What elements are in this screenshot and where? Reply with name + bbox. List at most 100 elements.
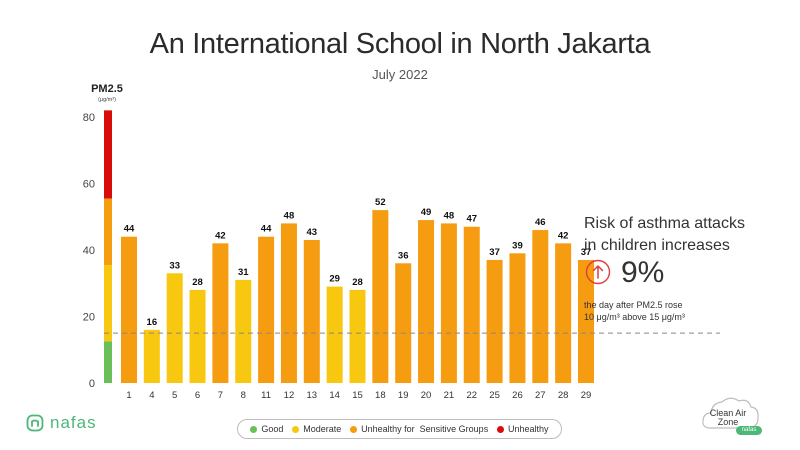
- bar: [418, 220, 435, 383]
- x-tick-label: 15: [352, 390, 363, 401]
- legend-item-good: Good: [250, 424, 283, 434]
- nafas-logo: nafas: [26, 413, 97, 433]
- legend-item-moderate: Moderate: [292, 424, 341, 434]
- x-tick-label: 12: [284, 390, 295, 401]
- y-tick-label: 20: [83, 312, 95, 324]
- bar-value-label: 48: [284, 210, 295, 221]
- y-axis-label: PM2.5: [91, 83, 123, 95]
- bar: [121, 236, 137, 383]
- x-tick-label: 21: [444, 390, 455, 401]
- cloud-icon: [702, 397, 759, 429]
- x-tick-label: 7: [218, 390, 223, 401]
- bar-value-label: 31: [238, 267, 249, 278]
- bar-value-label: 33: [169, 260, 180, 271]
- chart-title: An International School in North Jakarta: [149, 28, 651, 60]
- x-tick-label: 14: [329, 390, 340, 401]
- bar: [143, 329, 160, 383]
- x-tick-label: 13: [307, 390, 318, 401]
- risk-percent: 9%: [621, 256, 665, 289]
- x-tick-label: 26: [512, 390, 523, 401]
- x-tick-label: 29: [581, 390, 592, 401]
- clean-air-line-1: Clean Air: [709, 408, 747, 418]
- x-tick-label: 25: [489, 390, 500, 401]
- bar: [509, 253, 526, 383]
- bar-value-label: 46: [535, 217, 546, 228]
- bar-value-label: 28: [192, 277, 203, 288]
- bar: [166, 273, 183, 383]
- bars: 44 1 16 4 33 5 28 6 42 7 31 8 44 11 48 12 43 13 29 14 28 15 52…: [121, 197, 594, 401]
- bar-value-label: 49: [421, 207, 432, 218]
- x-tick-label: 20: [421, 390, 432, 401]
- bar-value-label: 28: [352, 277, 363, 288]
- bar: [372, 210, 389, 383]
- legend-label-unhealthy: Unhealthy: [508, 424, 549, 434]
- legend-label-good: Good: [261, 424, 284, 434]
- y-tick-label: 40: [83, 245, 95, 257]
- bar: [349, 289, 366, 383]
- bar-value-label: 48: [444, 210, 455, 221]
- legend-dot-usg: [350, 425, 358, 433]
- risk-callout-heading: Risk of asthma attacks in children incre…: [584, 213, 745, 257]
- bar-value-label: 42: [215, 230, 226, 241]
- x-tick-label: 22: [466, 390, 477, 401]
- bar: [578, 259, 594, 383]
- bar-value-label: 52: [375, 197, 386, 208]
- legend-item-unhealthy: Unhealthy: [497, 424, 549, 434]
- bar-value-label: 16: [147, 317, 158, 328]
- aqi-band-0: [104, 341, 112, 383]
- risk-heading-line-1: Risk of asthma attacks: [584, 215, 745, 232]
- bar-value-label: 44: [124, 224, 135, 235]
- bar-value-label: 39: [512, 240, 523, 251]
- legend-dot-moderate: [292, 425, 300, 433]
- bar-value-label: 43: [307, 227, 318, 238]
- aqi-band-2: [104, 198, 112, 265]
- bar-value-label: 36: [398, 250, 409, 261]
- bar-value-label: 42: [558, 230, 569, 241]
- clean-air-line-2: Zone: [717, 417, 739, 427]
- clean-air-zone-logo: Clean Air Zone nafas: [700, 392, 768, 438]
- chart-subtitle: July 2022: [372, 67, 428, 82]
- y-axis-ticks: 0 20 40 60 80: [83, 112, 95, 390]
- risk-note-line-1: the day after PM2.5 rose: [584, 300, 683, 310]
- nafas-badge: nafas: [736, 426, 762, 435]
- bar: [440, 223, 457, 383]
- legend: Good Moderate Unhealthy for Sensitive Gr…: [237, 419, 562, 439]
- legend-dot-unhealthy: [497, 425, 505, 433]
- legend-item-usg: Unhealthy for Sensitive Groups: [350, 424, 488, 434]
- nafas-logo-icon: [26, 414, 44, 432]
- bar: [235, 279, 252, 383]
- aqi-color-scale: [104, 110, 112, 383]
- bar: [395, 263, 412, 383]
- legend-label-usg: Unhealthy for Sensitive Groups: [361, 424, 489, 434]
- legend-dot-good: [250, 425, 258, 433]
- y-tick-label: 80: [83, 112, 95, 124]
- bar: [189, 289, 206, 383]
- risk-heading-line-2: in children increases: [584, 237, 730, 254]
- aqi-band-1: [104, 264, 112, 342]
- x-tick-label: 6: [195, 390, 200, 401]
- y-tick-label: 0: [89, 378, 95, 390]
- x-tick-label: 18: [375, 390, 386, 401]
- bar: [532, 230, 549, 383]
- bar: [326, 286, 343, 383]
- risk-note: the day after PM2.5 rose 10 μg/m³ above …: [584, 299, 685, 323]
- bar: [463, 226, 480, 383]
- nafas-logo-text: nafas: [50, 413, 97, 432]
- x-tick-label: 4: [149, 390, 154, 401]
- y-axis-unit: (μg/m³): [98, 97, 116, 103]
- x-tick-label: 19: [398, 390, 409, 401]
- x-tick-label: 27: [535, 390, 546, 401]
- aqi-band-3: [104, 110, 112, 199]
- x-tick-label: 11: [261, 390, 271, 401]
- bar: [486, 259, 503, 383]
- x-tick-label: 8: [241, 390, 246, 401]
- x-tick-label: 28: [558, 390, 569, 401]
- legend-label-moderate: Moderate: [303, 424, 342, 434]
- bar: [280, 223, 297, 383]
- bar-value-label: 37: [581, 247, 592, 258]
- bar: [212, 243, 229, 383]
- bar: [303, 240, 320, 383]
- bar-value-label: 47: [466, 214, 477, 225]
- arrow-up-circle-icon: [585, 259, 611, 285]
